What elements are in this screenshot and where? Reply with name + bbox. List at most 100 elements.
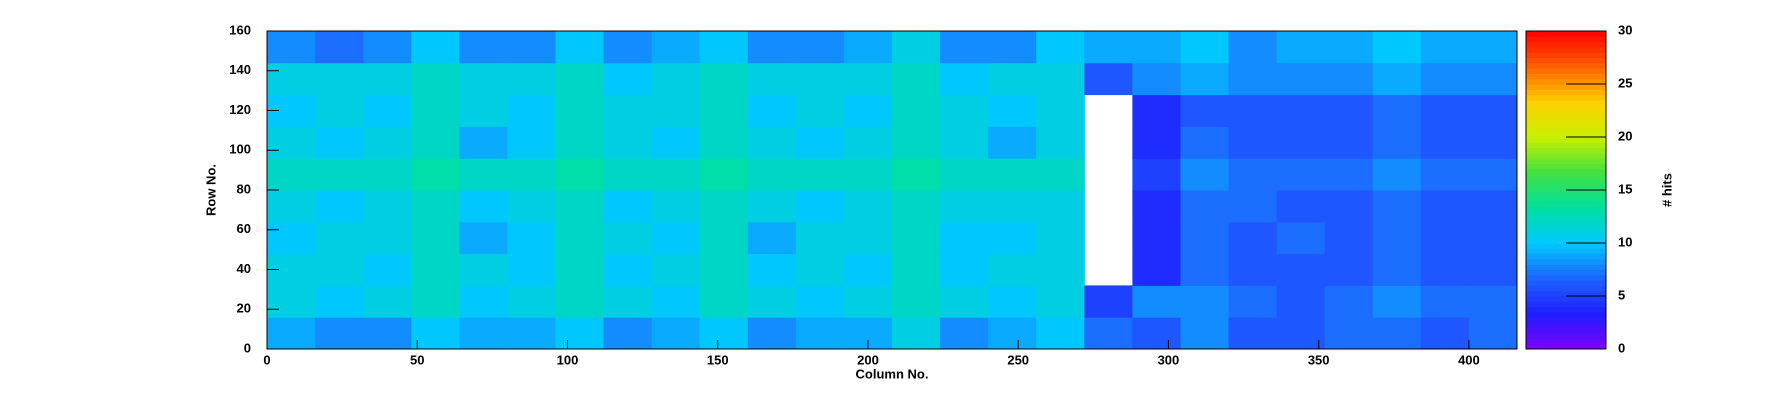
heatmap-cell: [1276, 94, 1326, 127]
colorbar-segment: [1526, 41, 1606, 48]
heatmap-cell: [267, 31, 316, 64]
y-tick-label: 20: [237, 301, 251, 316]
heatmap-cell: [892, 158, 941, 191]
colorbar-segment: [1526, 333, 1606, 339]
colorbar-segment: [1526, 52, 1606, 58]
colorbar-segment: [1526, 168, 1606, 175]
heatmap-cell: [1324, 285, 1374, 318]
heatmap-cell: [1228, 221, 1278, 255]
heatmap-cell: [363, 158, 412, 191]
heatmap-cell: [1276, 221, 1326, 255]
heatmap-cell: [1420, 317, 1470, 350]
heatmap-cell: [1276, 62, 1326, 96]
heatmap-cell: [555, 31, 605, 64]
heatmap-cell: [651, 126, 701, 159]
heatmap-cell: [1324, 317, 1374, 350]
heatmap-cell: [1372, 285, 1422, 318]
heatmap-cell: [892, 285, 941, 318]
heatmap-cell: [940, 317, 989, 350]
heatmap-cell: [507, 31, 556, 64]
heatmap-cell: [988, 158, 1037, 191]
heatmap-cell: [459, 158, 508, 191]
heatmap-cell: [892, 190, 941, 223]
x-tick-label: 50: [410, 352, 424, 367]
colorbar-segment: [1526, 221, 1606, 228]
colorbar-segment: [1526, 94, 1606, 101]
heatmap-cell: [459, 317, 508, 350]
heatmap-cell: [1276, 253, 1326, 286]
heatmap-cell: [988, 31, 1037, 64]
colorbar-segment: [1526, 227, 1606, 233]
heatmap-cell: [1180, 253, 1230, 286]
heatmap-cell: [1372, 62, 1422, 96]
heatmap-cell: [1132, 285, 1181, 318]
y-tick-label: 140: [229, 62, 251, 77]
colorbar-segment: [1526, 205, 1606, 212]
heatmap-cell: [459, 285, 508, 318]
heatmap-cell: [1372, 94, 1422, 127]
colorbar-segment: [1526, 311, 1606, 318]
heatmap-cell: [843, 158, 893, 191]
heatmap-cell: [363, 253, 412, 286]
heatmap-cell: [1420, 253, 1470, 286]
heatmap-cell: [555, 285, 605, 318]
heatmap-cell: [892, 317, 941, 350]
heatmap-cell: [1180, 317, 1230, 350]
colorbar-segment: [1526, 137, 1606, 143]
heatmap-cell: [651, 31, 701, 64]
x-tick-label: 0: [263, 352, 270, 367]
heatmap-cell: [315, 317, 364, 350]
colorbar-segment: [1526, 46, 1606, 53]
heatmap-cell: [411, 31, 460, 64]
heatmap-cell: [843, 94, 893, 127]
heatmap-cell: [988, 190, 1037, 223]
y-axis-title: Row No.: [203, 164, 218, 216]
heatmap-cell: [603, 94, 653, 127]
heatmap-cell: [1276, 158, 1326, 191]
colorbar-tick-label: 20: [1618, 128, 1632, 143]
heatmap-cell: [699, 285, 749, 318]
colorbar-segment: [1526, 179, 1606, 186]
x-axis-title: Column No.: [856, 366, 929, 381]
heatmap-cell: [1324, 158, 1374, 191]
heatmap-cell: [267, 221, 316, 255]
heatmap-cell: [555, 317, 605, 350]
heatmap-cell: [267, 126, 316, 159]
heatmap-cell: [892, 126, 941, 159]
heatmap-cell: [1084, 285, 1133, 318]
heatmap-cell: [1036, 190, 1085, 223]
colorbar-segment: [1526, 243, 1606, 249]
heatmap-cell: [1324, 62, 1374, 96]
heatmap-cell: [315, 285, 364, 318]
heatmap-cell: [747, 317, 797, 350]
heatmap-cell: [795, 221, 845, 255]
heatmap-cell: [1276, 317, 1326, 350]
heatmap-cell: [940, 31, 989, 64]
colorbar-segment: [1526, 105, 1606, 111]
heatmap-cell: [892, 94, 941, 127]
heatmap-cell: [1228, 126, 1278, 159]
heatmap-cell: [603, 285, 653, 318]
colorbar-tick-label: 10: [1618, 234, 1632, 249]
colorbar-segment: [1526, 89, 1606, 96]
heatmap-cell: [940, 158, 989, 191]
heatmap-cell: [1132, 190, 1181, 223]
colorbar-segment: [1526, 174, 1606, 180]
heatmap-cell: [892, 221, 941, 255]
heatmap-cell: [699, 253, 749, 286]
heatmap-cell: [363, 317, 412, 350]
heatmap-cell: [1132, 158, 1181, 191]
heatmap-cell: [507, 317, 556, 350]
colorbar-segment: [1526, 115, 1606, 122]
heatmap-cell: [1132, 317, 1181, 350]
heatmap-cell: [988, 285, 1037, 318]
heatmap-cell: [795, 253, 845, 286]
heatmap-cell: [315, 126, 364, 159]
heatmap-cell: [940, 221, 989, 255]
heatmap-cell: [747, 221, 797, 255]
heatmap-cell: [1228, 253, 1278, 286]
colorbar-segment: [1526, 248, 1606, 255]
heatmap-cell: [1180, 126, 1230, 159]
colorbar-segment: [1526, 301, 1606, 308]
heatmap-cell: [363, 62, 412, 96]
